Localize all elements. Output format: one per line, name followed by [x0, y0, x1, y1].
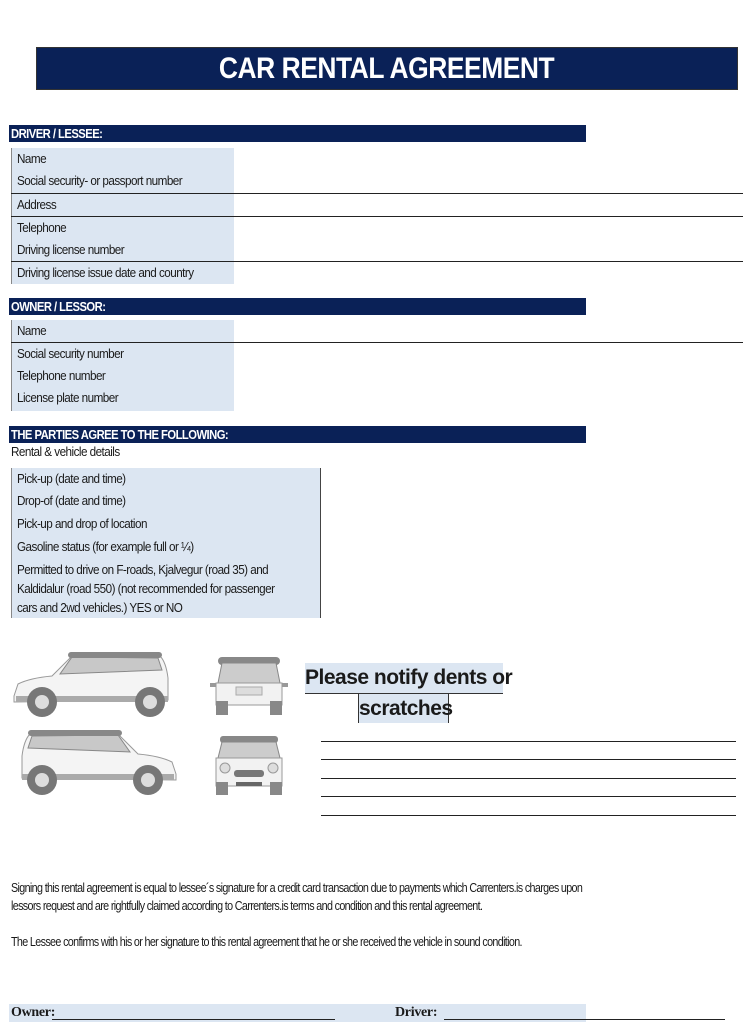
owner-signature-line[interactable]	[52, 1019, 335, 1020]
owner-telephone-text: Telephone number	[17, 368, 106, 383]
driver-telephone-label: Telephone	[11, 217, 234, 240]
agreement-section-header-text: THE PARTIES AGREE TO THE FOLLOWING:	[11, 428, 229, 442]
condition-text: The Lessee confirms with his or her sign…	[11, 935, 523, 949]
driver-section-header-text: DRIVER / LESSEE:	[11, 127, 103, 141]
driver-address-label: Address	[11, 194, 234, 216]
driver-signature-line[interactable]	[444, 1019, 725, 1020]
rental-details-subheader: Rental & vehicle details	[11, 444, 132, 459]
dropoff-label: Drop-of (date and time)	[17, 491, 138, 510]
terms-line1-text: Signing this rental agreement is equal t…	[11, 881, 583, 895]
terms-line2-text: lessors request and are rightfully claim…	[11, 899, 483, 913]
agreement-section-header: THE PARTIES AGREE TO THE FOLLOWING:	[9, 426, 586, 443]
owner-name-field-line[interactable]	[11, 342, 743, 343]
dropoff-text: Drop-of (date and time)	[17, 493, 126, 508]
gasoline-label: Gasoline status (for example full or ¼)	[17, 537, 213, 556]
gasoline-text: Gasoline status (for example full or ¼)	[17, 539, 194, 554]
location-label: Pick-up and drop of location	[17, 514, 161, 533]
pickup-label: Pick-up (date and time)	[17, 469, 138, 488]
froads-label-line2: Kaldidalur (road 550) (not recommended f…	[17, 579, 303, 598]
froads-text-line1: Permitted to drive on F-roads, Kjalvegur…	[17, 562, 269, 577]
owner-section-header-text: OWNER / LESSOR:	[11, 300, 106, 314]
driver-license-number-label: Driving license number	[11, 239, 234, 261]
rental-details-subheader-text: Rental & vehicle details	[11, 444, 120, 459]
car-rear-icon	[210, 657, 288, 715]
notify-dents-heading: Please notify dents or	[305, 663, 513, 694]
driver-license-number-text: Driving license number	[17, 242, 125, 257]
car-side-left-icon	[13, 652, 169, 717]
document-title-text: CAR RENTAL AGREEMENT	[219, 52, 555, 85]
driver-section-header: DRIVER / LESSEE:	[9, 125, 586, 142]
froads-label-line3: cars and 2wd vehicles.) YES or NO	[17, 598, 201, 617]
driver-license-issue-label: Driving license issue date and country	[11, 262, 234, 284]
damage-notes-line-3[interactable]	[321, 778, 736, 779]
damage-notes-line-4[interactable]	[321, 796, 736, 797]
driver-name-label: Name	[11, 148, 234, 171]
driver-address-field-line[interactable]	[11, 216, 743, 217]
owner-name-text: Name	[17, 323, 47, 338]
owner-plate-label: License plate number	[11, 387, 234, 411]
signature-band	[9, 1004, 586, 1022]
document-title: CAR RENTAL AGREEMENT	[36, 47, 738, 90]
notify-colon: :	[449, 704, 452, 715]
car-front-icon	[215, 736, 283, 795]
damage-notes-line-1[interactable]	[321, 741, 736, 742]
driver-address-text: Address	[17, 197, 57, 212]
driver-license-field-line[interactable]	[11, 261, 743, 262]
owner-plate-text: License plate number	[17, 390, 119, 405]
froads-label-line1: Permitted to drive on F-roads, Kjalvegur…	[17, 560, 296, 579]
terms-paragraph-line2: lessors request and are rightfully claim…	[11, 897, 559, 915]
owner-section-header: OWNER / LESSOR:	[9, 298, 586, 315]
damage-notes-line-5[interactable]	[321, 815, 736, 816]
location-text: Pick-up and drop of location	[17, 516, 147, 531]
owner-telephone-label: Telephone number	[11, 365, 234, 387]
driver-id-field-line[interactable]	[11, 193, 743, 194]
damage-notes-line-2[interactable]	[321, 759, 736, 760]
car-side-right-icon	[21, 730, 177, 795]
driver-id-label: Social security- or passport number	[11, 170, 234, 193]
driver-telephone-text: Telephone	[17, 220, 67, 235]
driver-signature-label: Driver:	[395, 1005, 438, 1020]
driver-name-text: Name	[17, 151, 47, 166]
terms-paragraph-line1: Signing this rental agreement is equal t…	[11, 879, 675, 897]
driver-id-text: Social security- or passport number	[17, 173, 183, 188]
notify-scratches-heading: scratches	[358, 694, 453, 723]
owner-ssn-text: Social security number	[17, 346, 124, 361]
condition-paragraph: The Lessee confirms with his or her sign…	[11, 933, 605, 951]
owner-signature-label: Owner:	[11, 1005, 56, 1020]
driver-license-issue-text: Driving license issue date and country	[17, 265, 194, 280]
froads-text-line2: Kaldidalur (road 550) (not recommended f…	[17, 581, 275, 596]
owner-ssn-label: Social security number	[11, 343, 234, 366]
owner-name-label: Name	[11, 320, 234, 342]
froads-text-line3: cars and 2wd vehicles.) YES or NO	[17, 600, 183, 615]
pickup-text: Pick-up (date and time)	[17, 471, 126, 486]
rental-details-box: Pick-up (date and time) Drop-of (date an…	[11, 468, 321, 618]
